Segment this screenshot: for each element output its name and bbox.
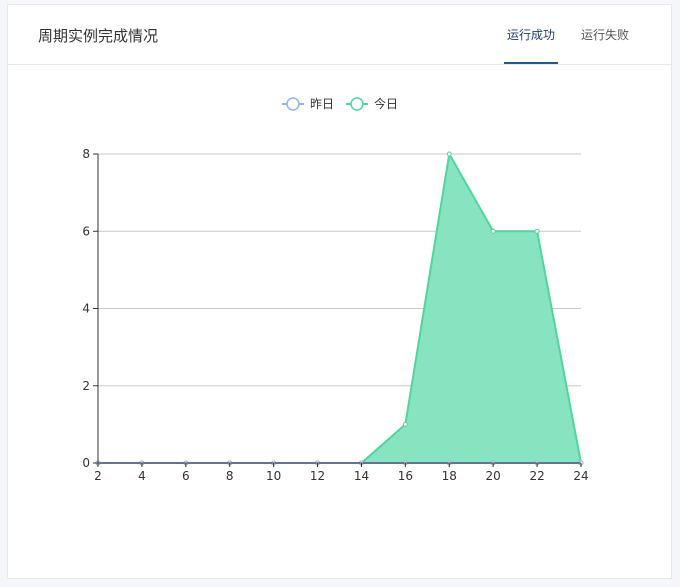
x-tick-label: 4 <box>138 469 146 483</box>
series-area-1 <box>98 154 581 463</box>
data-point <box>534 228 540 234</box>
y-tick-label: 2 <box>82 379 90 393</box>
x-tick-label: 12 <box>310 469 325 483</box>
data-point <box>402 421 408 427</box>
x-tick-label: 8 <box>226 469 234 483</box>
y-tick-label: 0 <box>82 456 90 470</box>
x-tick-label: 22 <box>529 469 544 483</box>
tab-run-success[interactable]: 运行成功 <box>507 28 556 42</box>
x-tick-label: 2 <box>94 469 102 483</box>
legend-marker-1 <box>350 97 364 111</box>
y-tick-label: 6 <box>82 224 90 238</box>
y-tick-label: 4 <box>82 302 90 316</box>
chart-legend: 昨日 今日 <box>282 96 398 111</box>
active-tab-indicator <box>504 62 558 64</box>
x-tick-label: 14 <box>354 469 369 483</box>
x-tick-label: 18 <box>442 469 457 483</box>
x-tick-label: 10 <box>266 469 281 483</box>
y-tick-label: 8 <box>82 147 90 161</box>
tab-run-failure[interactable]: 运行失败 <box>581 28 630 42</box>
instance-completion-card: 周期实例完成情况 运行成功 运行失败 <box>7 4 672 579</box>
x-tick-label: 20 <box>486 469 501 483</box>
x-tick-label: 6 <box>182 469 190 483</box>
x-tick-label: 16 <box>398 469 413 483</box>
legend-label-0: 昨日 <box>310 97 334 111</box>
card-header: 周期实例完成情况 运行成功 运行失败 <box>8 5 671 65</box>
legend-marker-0 <box>286 97 300 111</box>
data-point <box>490 228 496 234</box>
data-point <box>446 151 452 157</box>
legend-label-1: 今日 <box>374 96 398 111</box>
x-tick-label: 24 <box>573 469 588 483</box>
card-title: 周期实例完成情况 <box>38 27 159 45</box>
